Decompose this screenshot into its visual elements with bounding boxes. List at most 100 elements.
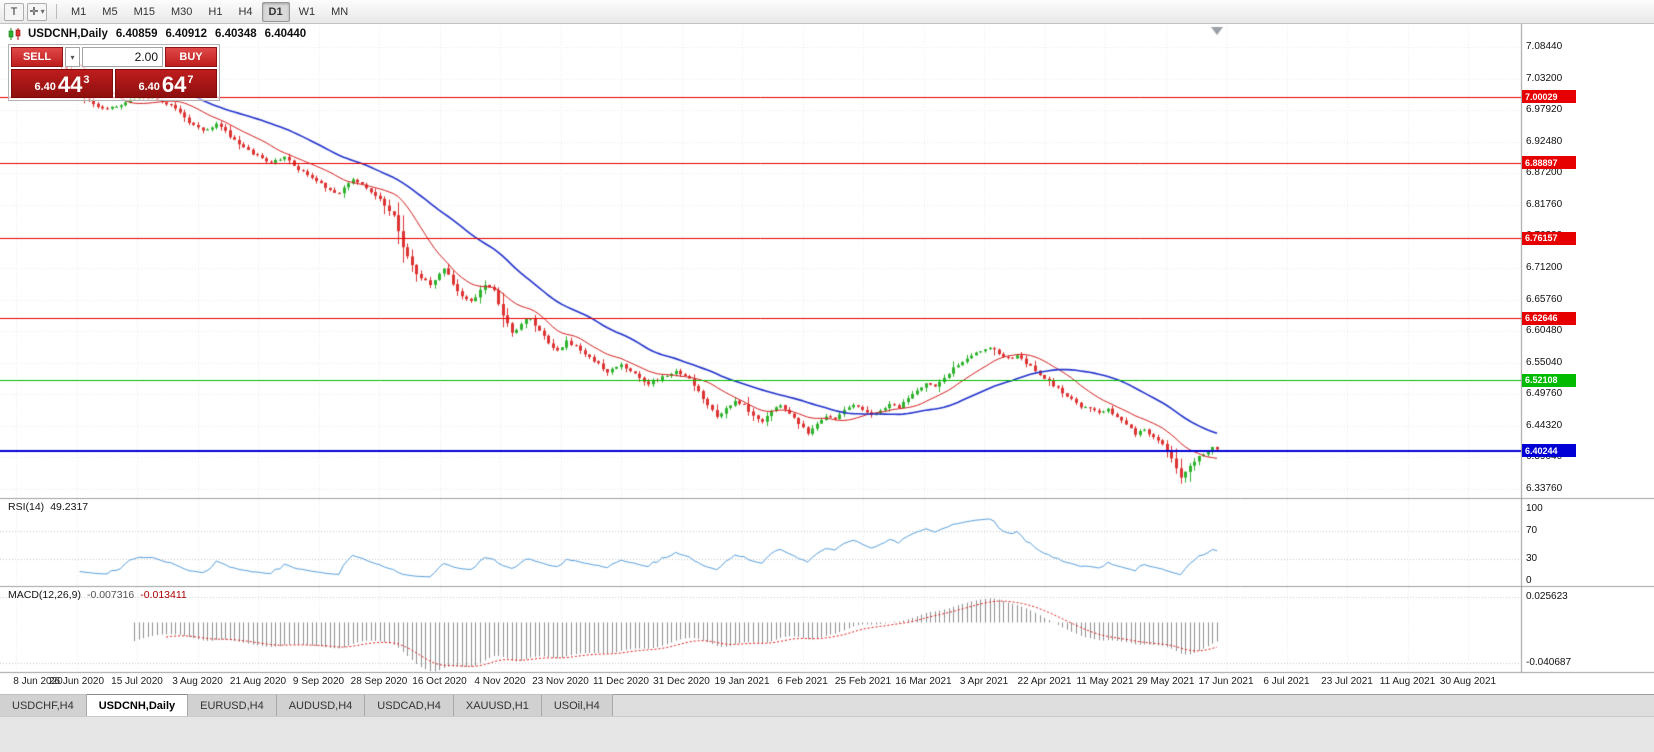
chart-tab-usdchf[interactable]: USDCHF,H4 bbox=[0, 694, 87, 716]
chart-tabs-bar: USDCHF,H4 USDCNH,Daily EURUSD,H4 AUDUSD,H4 U… bbox=[0, 694, 1654, 716]
price-axis-label: 6.49760 bbox=[1526, 388, 1563, 400]
price-axis-label: 6.33760 bbox=[1526, 483, 1563, 494]
sell-price-pips: 44 bbox=[57, 72, 83, 98]
price-axis-label: 6.71200 bbox=[1526, 262, 1563, 273]
date-axis-label: 4 Nov 2020 bbox=[474, 676, 526, 687]
rsi-name: RSI(14) bbox=[8, 501, 45, 513]
buy-price-pips: 64 bbox=[161, 72, 187, 98]
date-axis-label: 6 Jul 2021 bbox=[1263, 676, 1310, 687]
rsi-axis-label: 0 bbox=[1526, 575, 1532, 586]
toolbar-separator bbox=[56, 4, 57, 19]
timeframe-button-w1[interactable]: W1 bbox=[298, 5, 316, 18]
chart-tab-usoil[interactable]: USOil,H4 bbox=[541, 694, 613, 716]
price-axis-label: 6.65760 bbox=[1526, 293, 1563, 305]
timeframe-button-group: M1 M5 M15 M30 H1 H4 D1 W1 MN bbox=[63, 1, 356, 22]
date-axis-label: 31 Dec 2020 bbox=[653, 676, 710, 687]
date-axis-label: 23 Jul 2021 bbox=[1321, 676, 1373, 687]
volume-spinner[interactable]: ▾ bbox=[65, 47, 80, 67]
date-axis-label: 21 Aug 2020 bbox=[229, 676, 287, 687]
macd-name: MACD(12,26,9) bbox=[8, 589, 81, 601]
price-axis-label: 6.97920 bbox=[1526, 104, 1563, 116]
date-axis-label: 6 Feb 2021 bbox=[777, 676, 828, 687]
dropdown-arrow-icon: ▾ bbox=[40, 7, 45, 16]
chart-tab-usdcnh[interactable]: USDCNH,Daily bbox=[86, 694, 189, 716]
rsi-value: 49.2317 bbox=[50, 501, 89, 513]
chart-tab-usdcad[interactable]: USDCAD,H4 bbox=[365, 694, 454, 716]
timeframe-button-h1[interactable]: H1 bbox=[208, 5, 223, 18]
price-axis-label: 6.92480 bbox=[1526, 135, 1563, 147]
date-axis-label: 17 Jun 2021 bbox=[1198, 676, 1254, 687]
date-axis-label: 26 Jun 2020 bbox=[48, 676, 105, 687]
buy-price-point: 7 bbox=[187, 74, 194, 86]
one-click-trading-panel: SELL ▾ BUY 6.40 44 3 6.40 64 7 bbox=[8, 44, 220, 101]
price-axis-label: 7.03200 bbox=[1526, 72, 1563, 84]
timeframe-button-m5[interactable]: M5 bbox=[102, 5, 118, 18]
ohlc-high: 6.40912 bbox=[165, 28, 208, 40]
crosshair-tool-button[interactable]: ✛ ▾ bbox=[27, 2, 47, 21]
date-axis-label: 3 Aug 2020 bbox=[172, 676, 223, 687]
macd-signal-value: -0.013411 bbox=[140, 589, 187, 601]
crosshair-icon: ✛ bbox=[29, 6, 39, 18]
buy-button[interactable]: BUY bbox=[165, 47, 217, 67]
volume-input[interactable] bbox=[82, 47, 163, 67]
chart-tab-xauusd[interactable]: XAUUSD,H1 bbox=[453, 694, 542, 716]
hline-price-tag: 6.88897 bbox=[1522, 156, 1576, 170]
timeframe-button-d1[interactable]: D1 bbox=[261, 1, 290, 22]
date-axis-label: 3 Apr 2021 bbox=[959, 676, 1009, 687]
chart-tab-audusd[interactable]: AUDUSD,H4 bbox=[276, 694, 366, 716]
rsi-label: RSI(14) 49.2317 bbox=[8, 501, 88, 513]
hline-price-tag: 6.52108 bbox=[1522, 373, 1576, 387]
date-axis-label: 9 Sep 2020 bbox=[292, 676, 345, 687]
timeframe-button-mn[interactable]: MN bbox=[331, 5, 349, 18]
date-axis-label: 22 Apr 2021 bbox=[1017, 676, 1072, 687]
date-axis-label: 16 Oct 2020 bbox=[412, 676, 467, 687]
price-axis-label: 6.60480 bbox=[1526, 325, 1563, 337]
date-axis-label: 8 Jun 2020 bbox=[13, 676, 63, 687]
date-axis-label: 30 Aug 2021 bbox=[1439, 676, 1497, 687]
price-axis-label: 6.87200 bbox=[1526, 167, 1563, 179]
timeframe-button-m30[interactable]: M30 bbox=[170, 5, 193, 18]
text-tool-button[interactable]: T bbox=[4, 2, 24, 21]
chart-window-icon bbox=[8, 28, 21, 40]
sell-price-button[interactable]: 6.40 44 3 bbox=[11, 69, 113, 98]
symbol-period-label: USDCNH,Daily bbox=[28, 28, 108, 40]
timeframe-button-m1[interactable]: M1 bbox=[71, 5, 87, 18]
macd-label: MACD(12,26,9) -0.007316 -0.013411 bbox=[8, 589, 187, 601]
buy-price-button[interactable]: 6.40 64 7 bbox=[115, 69, 217, 98]
date-axis-label: 25 Feb 2021 bbox=[834, 676, 892, 687]
sell-price-figure: 6.40 bbox=[34, 80, 56, 93]
price-axis-label: 6.44320 bbox=[1526, 419, 1563, 431]
date-axis-label: 23 Nov 2020 bbox=[532, 676, 589, 687]
rsi-axis-label: 100 bbox=[1526, 503, 1543, 514]
top-toolbar: T ✛ ▾ M1 M5 M15 M30 H1 H4 D1 W1 MN bbox=[0, 0, 1654, 24]
macd-axis-label: -0.040687 bbox=[1526, 657, 1572, 668]
hline-price-tag: 7.00029 bbox=[1522, 90, 1576, 104]
date-axis-label: 19 Jan 2021 bbox=[714, 676, 770, 687]
timeframe-button-m15[interactable]: M15 bbox=[133, 5, 155, 18]
ohlc-close: 6.40440 bbox=[264, 28, 307, 40]
hline-price-tag: 6.62646 bbox=[1522, 311, 1576, 325]
status-strip bbox=[0, 716, 1654, 752]
date-axis-label: 15 Jul 2020 bbox=[111, 676, 163, 687]
hline-price-tag: 6.76157 bbox=[1522, 231, 1576, 245]
date-axis-label: 28 Sep 2020 bbox=[350, 676, 408, 687]
chart-tab-eurusd[interactable]: EURUSD,H4 bbox=[188, 694, 277, 716]
ohlc-low: 6.40348 bbox=[215, 28, 257, 40]
timeframe-button-h4[interactable]: H4 bbox=[238, 5, 253, 18]
chart-ohlc-header: USDCNH,Daily 6.40859 6.40912 6.40348 6.4… bbox=[8, 28, 306, 40]
rsi-axis-label: 30 bbox=[1526, 553, 1538, 565]
macd-main-value: -0.007316 bbox=[86, 589, 135, 601]
price-axis-label: 6.81760 bbox=[1526, 198, 1563, 210]
ohlc-open: 6.40859 bbox=[115, 28, 158, 40]
sell-price-point: 3 bbox=[83, 74, 90, 86]
sell-button[interactable]: SELL bbox=[11, 47, 63, 67]
date-axis-label: 11 May 2021 bbox=[1076, 676, 1134, 687]
buy-price-figure: 6.40 bbox=[138, 80, 160, 93]
date-axis-label: 11 Aug 2021 bbox=[1379, 676, 1436, 687]
price-axis-label: 6.55040 bbox=[1526, 356, 1563, 368]
price-axis-label: 7.08440 bbox=[1526, 41, 1563, 52]
hline-price-tag: 6.40244 bbox=[1522, 444, 1576, 458]
macd-axis-label: 0.025623 bbox=[1526, 591, 1568, 602]
rsi-axis-label: 70 bbox=[1526, 524, 1538, 536]
